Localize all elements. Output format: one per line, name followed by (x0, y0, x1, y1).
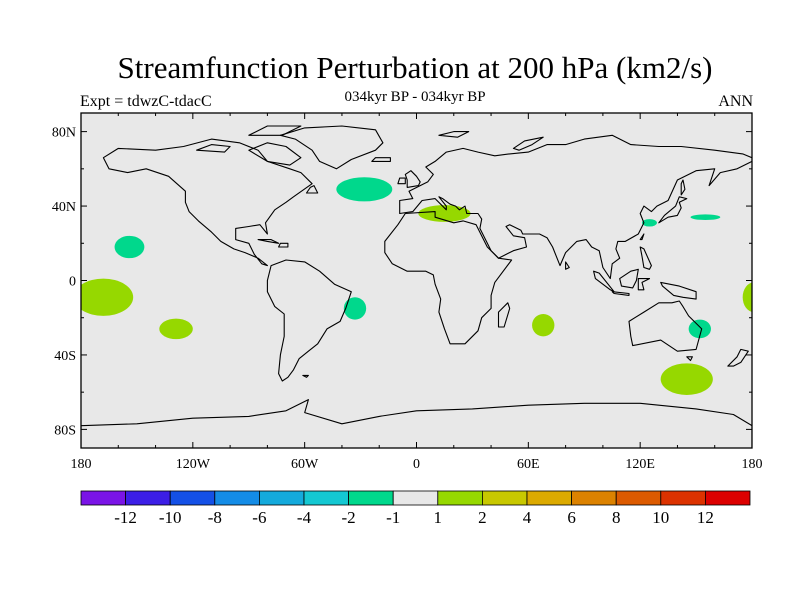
map-background (81, 113, 752, 448)
coastline-antarctica (81, 399, 752, 448)
coastline-sulawesi (637, 278, 651, 291)
anomaly-north-atlantic (336, 177, 393, 202)
colorbar-box (303, 490, 349, 506)
anomaly-south-pacific-west (81, 278, 134, 316)
colorbar-box (615, 490, 662, 506)
coastline-newfoundland (305, 185, 319, 194)
coastline-baffin-island (248, 142, 302, 166)
colorbar-box (80, 490, 126, 506)
colorbar-label: 12 (696, 508, 714, 527)
colorbar-label: 6 (567, 508, 576, 527)
colorbar-label: -8 (207, 508, 222, 527)
lat-tick-label: 80N (52, 126, 76, 141)
coastline-greenland (279, 125, 384, 170)
colorbar-label: -1 (386, 508, 401, 527)
anomaly-southern-ocean (660, 363, 713, 395)
coastline-south-america (266, 259, 352, 382)
lat-tick-label: 0 (69, 275, 76, 290)
axis-ticks: 80N 40N 0 40S 80S 180 120W 60W 0 60E 120E 180 (52, 113, 763, 472)
anomaly-north-pacific (690, 214, 721, 221)
coastline-new-zealand (727, 348, 749, 367)
coastline-ireland (397, 177, 406, 185)
colorbar-box (437, 490, 483, 506)
coastline-iceland (371, 157, 391, 162)
coastline-svalbard (438, 131, 470, 138)
anomaly-south-atlantic (343, 297, 367, 320)
anomaly-mediterranean (418, 205, 471, 222)
lon-tick-label: 60E (517, 457, 540, 472)
coastline-japan (658, 196, 688, 224)
colorbar-box (392, 490, 439, 506)
colorbar-label: 10 (652, 508, 670, 527)
colorbar-label: -2 (341, 508, 356, 527)
lon-tick-label: 180 (71, 457, 92, 472)
anomaly-east-china (642, 219, 657, 227)
coastline-madagascar (497, 302, 511, 328)
colorbar-box (705, 490, 751, 506)
anomaly-east-australia (688, 319, 711, 339)
coastline-layer (81, 125, 752, 448)
coastline-africa (384, 211, 513, 345)
coastline-sri-lanka (565, 261, 570, 270)
lon-tick-label: 120E (625, 457, 655, 472)
colorbar-box (214, 490, 260, 506)
coastline-new-guinea (660, 281, 697, 300)
experiment-label: Expt = tdwzC-tdacC (80, 93, 212, 110)
coastline-borneo (619, 268, 639, 289)
map-title: Streamfunction Perturbation at 200 hPa (… (117, 50, 713, 85)
coastline-victoria-island (196, 144, 231, 153)
anomaly-hawaii (114, 235, 145, 259)
lon-tick-label: 60W (291, 457, 319, 472)
colorbar-label: 2 (478, 508, 487, 527)
anomaly-dateline-east (742, 282, 752, 312)
colorbar-label: 4 (522, 508, 532, 527)
lon-tick-label: 120W (176, 457, 211, 472)
colorbar-box (526, 490, 572, 506)
lon-tick-label: 180 (742, 457, 763, 472)
lat-tick-label: 40S (54, 349, 76, 364)
lon-tick-label: 0 (413, 457, 420, 472)
coastline-australia (628, 300, 703, 352)
colorbar-box (348, 490, 394, 506)
coastline-british-isles (404, 170, 421, 188)
coastline-ellesmere-island (248, 125, 302, 136)
coastline-north-america (102, 138, 313, 267)
colorbar-label: -12 (114, 508, 137, 527)
coastline-hispaniola (278, 242, 289, 248)
colorbar (80, 490, 751, 506)
coastline-tasmania (686, 356, 693, 362)
colorbar-box (571, 490, 617, 506)
colorbar-label: 8 (611, 508, 621, 527)
coastline-eurasia (399, 134, 752, 280)
period-label: 034kyr BP - 034kyr BP (344, 89, 486, 105)
colorbar-box (660, 490, 706, 506)
coastline-java (611, 291, 630, 296)
colorbar-box (169, 490, 216, 506)
coastline-taiwan (639, 233, 645, 241)
coastline-sumatra (593, 270, 615, 293)
coastline-sakhalin (680, 179, 686, 196)
lat-tick-label: 40N (52, 200, 76, 215)
anomaly-south-pacific (159, 318, 193, 340)
coastline-cuba (257, 239, 280, 244)
colorbar-label: 1 (433, 508, 443, 527)
colorbar-label: -10 (158, 508, 182, 527)
anomaly-layer (81, 177, 752, 395)
season-label: ANN (718, 93, 753, 110)
anomaly-indian-ocean (532, 314, 555, 337)
colorbar-label: -6 (252, 508, 267, 527)
lat-tick-label: 80S (54, 423, 76, 438)
colorbar-label: -4 (296, 508, 312, 527)
coastline-falkland-islands (302, 374, 309, 378)
coastline-philippines (639, 246, 652, 270)
colorbar-box (258, 490, 305, 506)
coastline-novaya-zemlya (512, 136, 544, 151)
colorbar-box (125, 490, 171, 506)
colorbar-box (481, 490, 528, 506)
